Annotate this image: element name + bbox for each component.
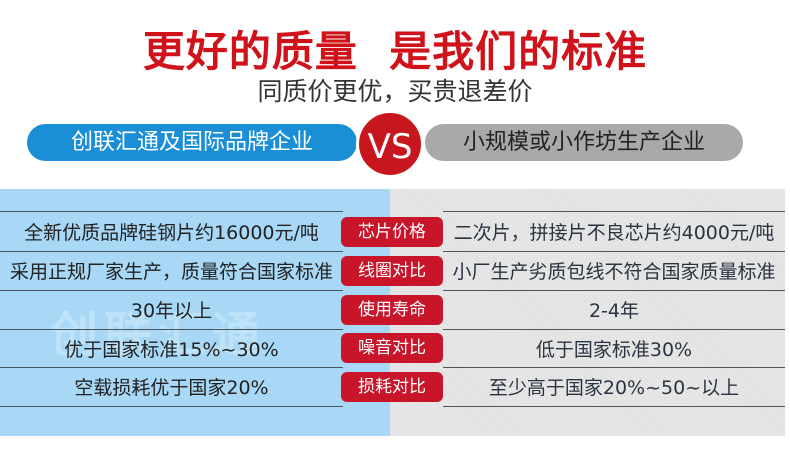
- watermark-logo: 创联汇通: [50, 307, 267, 363]
- right-value: 小厂生产劣质包线不符合国家质量标准: [452, 261, 776, 283]
- page-title: 更好的质量 是我们的标准: [142, 27, 648, 76]
- category-tag: 使用寿命: [341, 294, 443, 325]
- comparison-row: 空载损耗优于国家20% 损耗对比 至少高于国家20%~50~以上: [0, 367, 790, 406]
- right-panel: [390, 189, 785, 436]
- divider: [0, 251, 343, 252]
- comparison-row: 采用正规厂家生产，质量符合国家标准 线圈对比 小厂生产劣质包线不符合国家质量标准: [0, 251, 790, 290]
- divider: [0, 290, 343, 291]
- left-value: 采用正规厂家生产，质量符合国家标准: [9, 261, 333, 283]
- right-value: 低于国家标准30%: [535, 338, 693, 361]
- divider: [443, 406, 785, 407]
- divider: [0, 329, 343, 330]
- left-value: 30年以上: [130, 300, 213, 322]
- category-tag: 噪音对比: [341, 333, 443, 363]
- divider: [443, 290, 785, 291]
- divider: [443, 211, 785, 212]
- subtitle: 同质价更优，买贵退差价: [257, 77, 533, 106]
- left-value: 优于国家标准15%~30%: [64, 338, 279, 361]
- left-panel: [0, 189, 390, 436]
- category-tag: 损耗对比: [341, 371, 443, 402]
- divider: [443, 367, 785, 368]
- category-tag: 线圈对比: [341, 255, 443, 286]
- left-company-label: 创联汇通及国际品牌企业: [27, 124, 357, 161]
- comparison-row: 优于国家标准15%~30% 噪音对比 低于国家标准30%: [0, 329, 790, 367]
- right-value: 二次片，拼接片不良芯片约4000元/吨: [453, 222, 775, 244]
- divider: [0, 406, 343, 407]
- vs-badge: VS: [356, 110, 424, 178]
- divider: [443, 329, 785, 330]
- right-company-label: 小规模或小作坊生产企业: [425, 124, 743, 161]
- divider: [443, 251, 785, 252]
- right-value: 2-4年: [588, 300, 640, 322]
- comparison-row: 30年以上 使用寿命 2-4年: [0, 290, 790, 329]
- category-tag: 芯片价格: [341, 216, 443, 247]
- divider: [0, 367, 343, 368]
- divider: [0, 211, 343, 212]
- left-value: 空载损耗优于国家20%: [74, 377, 269, 399]
- right-value: 至少高于国家20%~50~以上: [488, 377, 740, 399]
- left-value: 全新优质品牌硅钢片约16000元/吨: [24, 222, 319, 244]
- comparison-row: 全新优质品牌硅钢片约16000元/吨 芯片价格 二次片，拼接片不良芯片约4000…: [0, 212, 790, 251]
